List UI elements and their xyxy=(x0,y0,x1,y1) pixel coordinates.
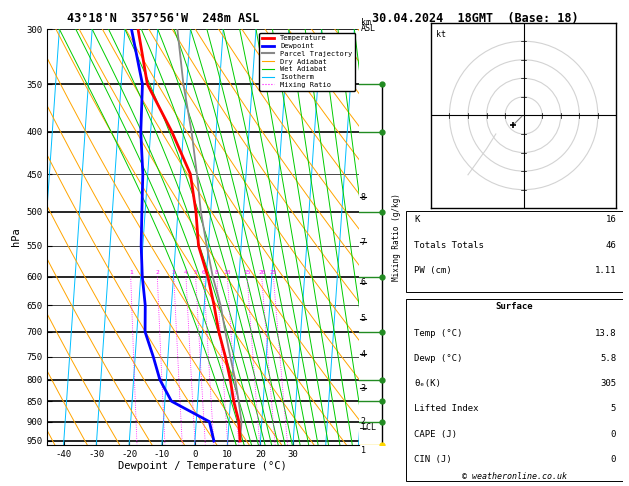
Text: 6: 6 xyxy=(202,270,206,275)
Text: 2: 2 xyxy=(361,417,366,426)
Text: Lifted Index: Lifted Index xyxy=(415,404,479,414)
Text: Totals Totals: Totals Totals xyxy=(415,241,484,250)
Text: 1: 1 xyxy=(361,446,366,455)
Text: 0: 0 xyxy=(611,430,616,439)
Text: LCL: LCL xyxy=(361,423,376,432)
Text: PW (cm): PW (cm) xyxy=(415,266,452,275)
Text: 305: 305 xyxy=(600,379,616,388)
Text: 25: 25 xyxy=(270,270,277,275)
X-axis label: Dewpoint / Temperature (°C): Dewpoint / Temperature (°C) xyxy=(118,461,287,471)
Text: 0: 0 xyxy=(611,455,616,464)
Text: θₑ(K): θₑ(K) xyxy=(415,379,442,388)
Text: CAPE (J): CAPE (J) xyxy=(415,430,457,439)
Text: 5: 5 xyxy=(194,270,198,275)
Legend: Temperature, Dewpoint, Parcel Trajectory, Dry Adiabat, Wet Adiabat, Isotherm, Mi: Temperature, Dewpoint, Parcel Trajectory… xyxy=(259,33,355,90)
Text: Surface: Surface xyxy=(496,302,533,312)
Text: 1: 1 xyxy=(129,270,133,275)
Text: 46: 46 xyxy=(606,241,616,250)
Text: ASL: ASL xyxy=(361,24,376,34)
Text: km: km xyxy=(361,18,371,27)
Text: 5: 5 xyxy=(361,314,366,323)
Text: Temp (°C): Temp (°C) xyxy=(415,329,463,338)
Text: 2: 2 xyxy=(155,270,159,275)
Text: 3: 3 xyxy=(172,270,175,275)
Text: 7: 7 xyxy=(361,238,366,247)
Text: 13.8: 13.8 xyxy=(594,329,616,338)
Text: 5.8: 5.8 xyxy=(600,354,616,363)
Text: 5: 5 xyxy=(611,404,616,414)
Text: 43°18'N  357°56'W  248m ASL: 43°18'N 357°56'W 248m ASL xyxy=(67,12,260,25)
Text: 4: 4 xyxy=(361,349,366,359)
Text: 4: 4 xyxy=(184,270,188,275)
Text: kt: kt xyxy=(437,31,447,39)
Text: CIN (J): CIN (J) xyxy=(415,455,452,464)
Text: 8: 8 xyxy=(361,192,366,202)
Text: K: K xyxy=(415,215,420,225)
Text: 30.04.2024  18GMT  (Base: 18): 30.04.2024 18GMT (Base: 18) xyxy=(372,12,578,25)
Bar xyxy=(406,299,623,481)
Text: 1.11: 1.11 xyxy=(594,266,616,275)
Text: 15: 15 xyxy=(243,270,251,275)
Y-axis label: hPa: hPa xyxy=(11,227,21,246)
Text: 6: 6 xyxy=(361,278,366,287)
Text: © weatheronline.co.uk: © weatheronline.co.uk xyxy=(462,472,567,481)
Text: Dewp (°C): Dewp (°C) xyxy=(415,354,463,363)
Text: Mixing Ratio (g/kg): Mixing Ratio (g/kg) xyxy=(392,193,401,281)
Text: 8: 8 xyxy=(215,270,219,275)
Text: 16: 16 xyxy=(606,215,616,225)
Bar xyxy=(406,211,623,292)
Text: 20: 20 xyxy=(258,270,265,275)
Text: 10: 10 xyxy=(224,270,231,275)
Text: 3: 3 xyxy=(361,384,366,393)
